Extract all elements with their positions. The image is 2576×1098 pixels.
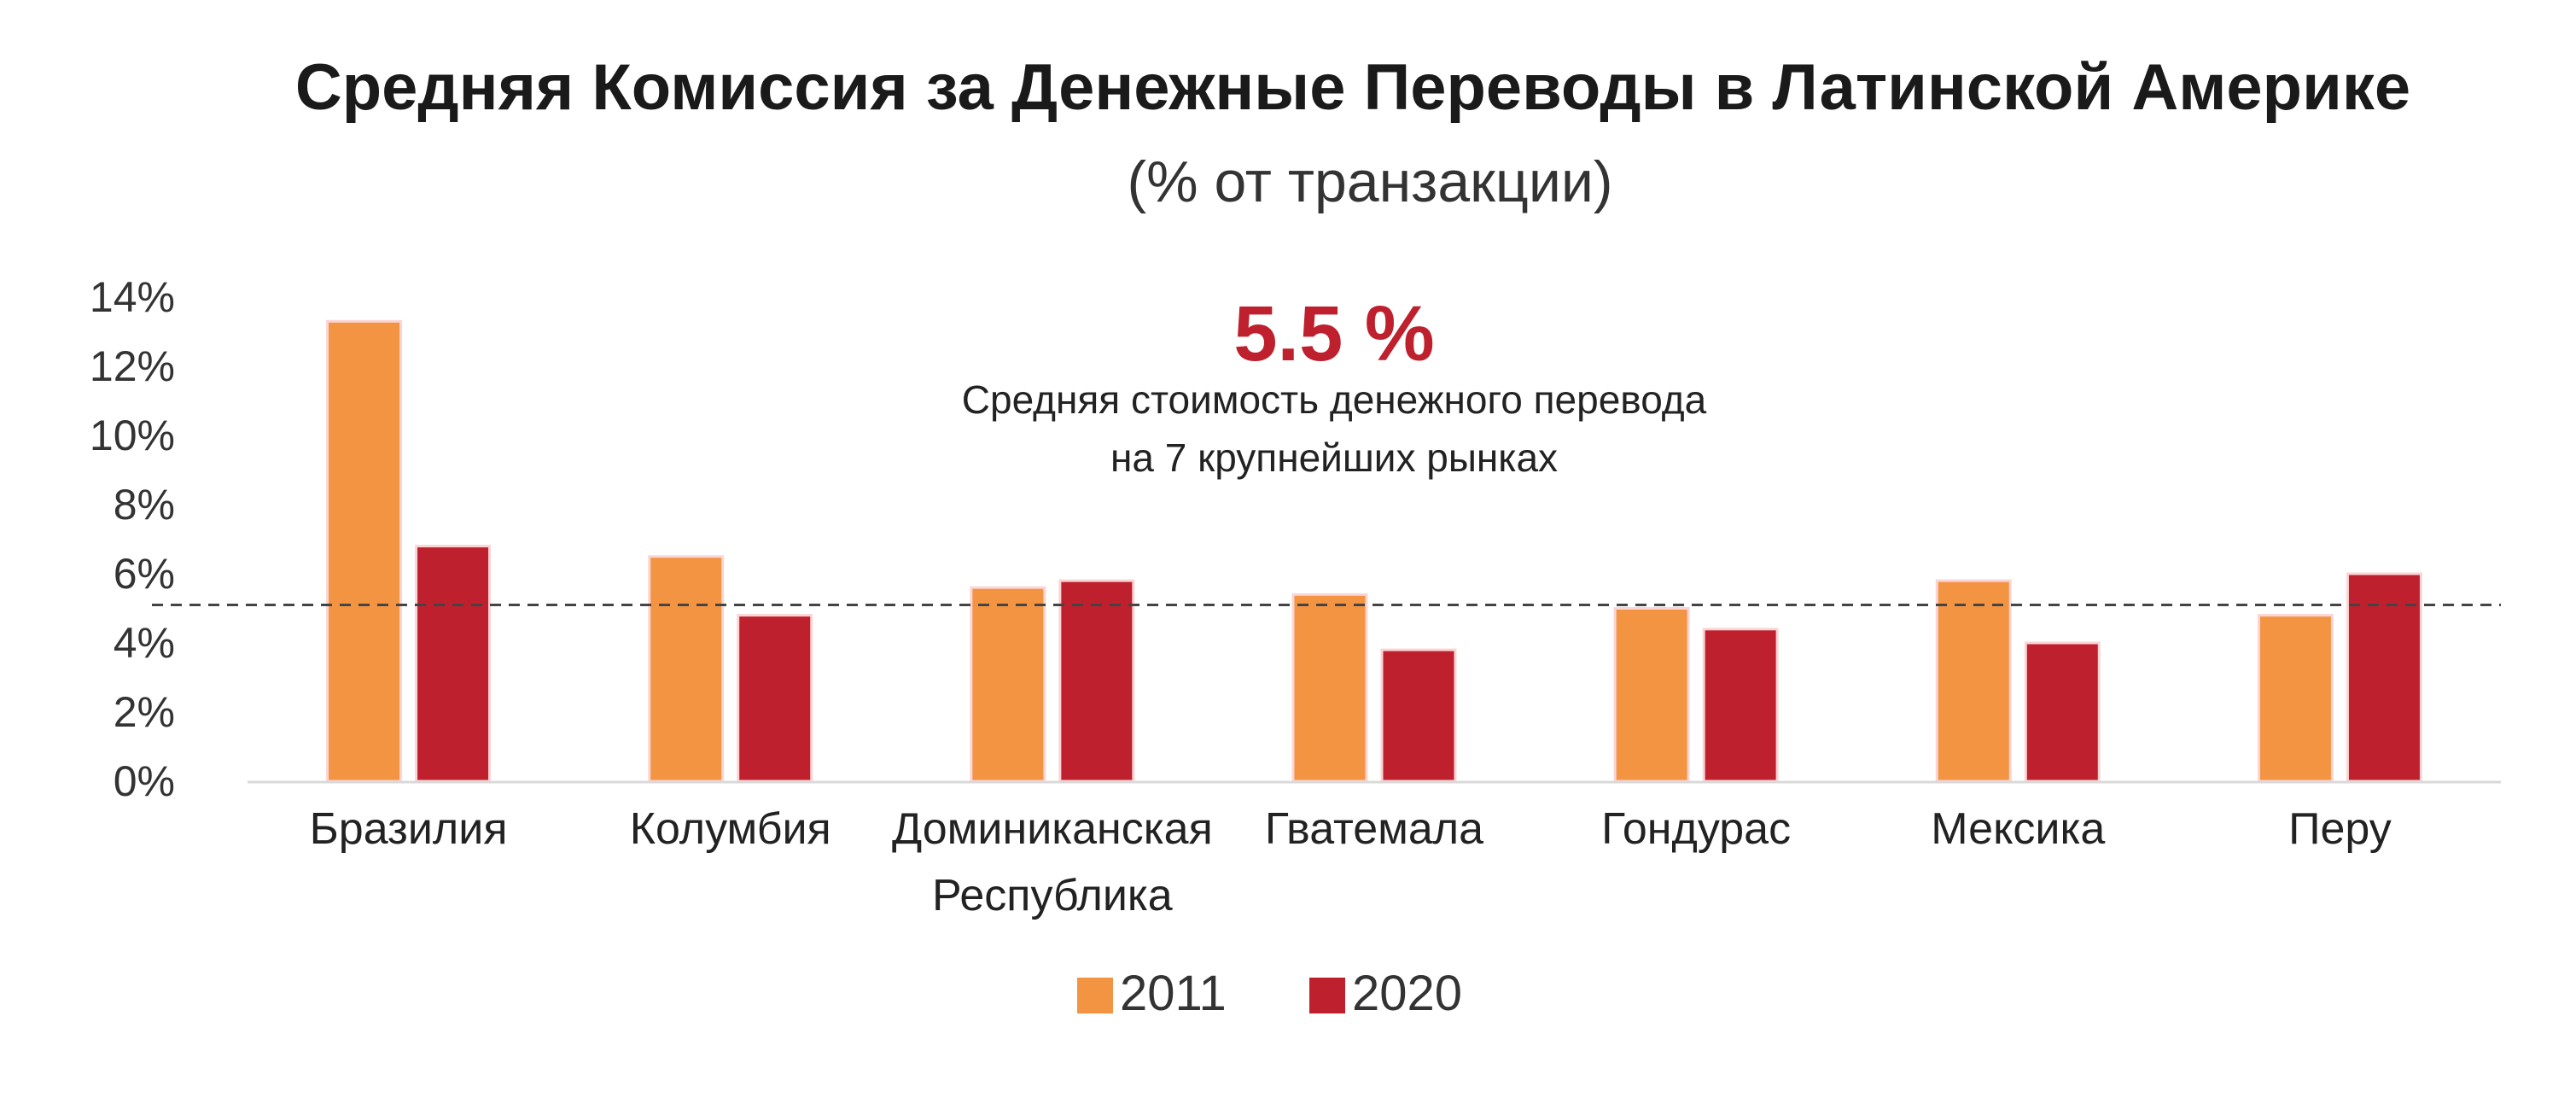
x-tick-label: Перу (2288, 804, 2392, 854)
annotation-line-1: Средняя стоимость денежного перевода (962, 377, 1707, 422)
legend: 2011 2020 (1077, 966, 1462, 1021)
x-tick-label: Колумбия (630, 804, 831, 854)
bar-2020 (415, 545, 492, 783)
y-tick-label: 0% (114, 757, 175, 805)
bar-2011 (1613, 607, 1690, 783)
x-tick-label: Доминиканская (892, 804, 1213, 854)
bar-2020 (2346, 572, 2422, 783)
y-axis: 0% 2% 4% 6% 8% 10% 12% 14% (90, 273, 175, 805)
bar-2020 (1380, 648, 1457, 783)
bar-2020 (2024, 641, 2101, 783)
y-tick-label: 4% (114, 619, 175, 667)
chart-subtitle: (% от транзакции) (1127, 149, 1612, 214)
x-tick-label: Бразилия (310, 804, 508, 854)
legend-label: 2020 (1352, 966, 1462, 1021)
bar-2011 (1935, 579, 2012, 783)
y-tick-label: 14% (90, 273, 175, 321)
bar-2020 (1058, 579, 1135, 783)
bar-2011 (648, 555, 725, 783)
y-tick-label: 2% (114, 688, 175, 736)
average-annotation: 5.5 % Средняя стоимость денежного перево… (962, 290, 1707, 480)
bar-2020 (1702, 628, 1779, 783)
x-axis: Бразилия Колумбия Доминиканская Республика Г… (248, 780, 2501, 920)
legend-label: 2011 (1120, 966, 1227, 1021)
bar-2011 (2257, 614, 2334, 783)
bars (326, 319, 2422, 783)
y-tick-label: 12% (90, 342, 175, 390)
y-tick-label: 10% (90, 412, 175, 459)
bar-2011 (326, 319, 403, 783)
x-tick-label: Мексика (1931, 804, 2105, 854)
x-tick-label: Республика (932, 871, 1173, 920)
chart-title: Средняя Комиссия за Денежные Переводы в … (295, 51, 2410, 124)
annotation-line-2: на 7 крупнейших рынках (1110, 435, 1558, 480)
legend-swatch-2020 (1309, 978, 1345, 1013)
x-tick-label: Гондурас (1601, 804, 1791, 854)
annotation-value: 5.5 % (1233, 290, 1434, 377)
bar-2011 (1291, 593, 1368, 783)
y-tick-label: 8% (114, 481, 175, 529)
x-tick-label: Гватемала (1265, 804, 1483, 854)
y-tick-label: 6% (114, 550, 175, 598)
bar-2020 (737, 614, 813, 783)
bar-2011 (970, 586, 1046, 783)
legend-swatch-2011 (1077, 978, 1113, 1013)
